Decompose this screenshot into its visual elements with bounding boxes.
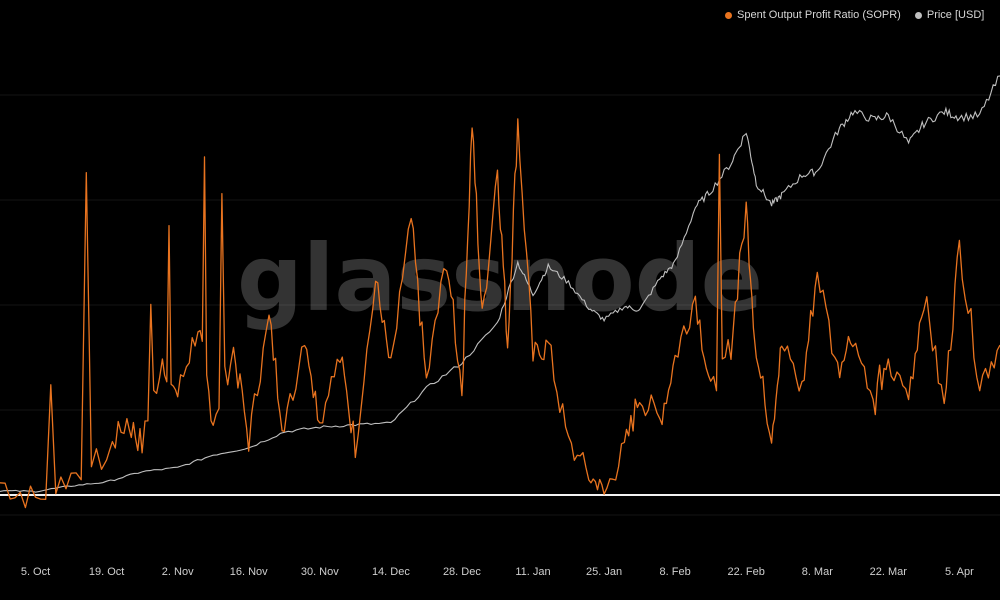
x-tick-label: 19. Oct (89, 566, 124, 578)
x-tick-label: 5. Oct (21, 566, 50, 578)
x-tick-label: 30. Nov (301, 566, 339, 578)
legend-label-sopr: Spent Output Profit Ratio (SOPR) (737, 9, 901, 21)
x-tick: 30. Nov (301, 566, 339, 578)
series-line-sopr (0, 118, 1000, 509)
x-tick-label: 5. Apr (945, 566, 974, 578)
x-tick: 2. Nov (162, 566, 194, 578)
x-tick-label: 2. Nov (162, 566, 194, 578)
x-tick: 16. Nov (230, 566, 268, 578)
legend-dot-price (914, 11, 922, 19)
x-tick-label: 8. Feb (660, 566, 691, 578)
legend-item-sopr[interactable]: Spent Output Profit Ratio (SOPR) (725, 9, 901, 21)
x-tick-label: 11. Jan (515, 566, 550, 578)
x-tick-label: 16. Nov (230, 566, 268, 578)
x-tick: 11. Jan (515, 566, 550, 578)
legend-label-price: Price [USD] (926, 9, 985, 21)
x-tick: 8. Mar (802, 566, 834, 578)
x-tick-label: 14. Dec (372, 566, 410, 578)
x-tick-label: 25. Jan (586, 566, 622, 578)
x-tick: 19. Oct (89, 566, 124, 578)
series-line-price (0, 75, 1000, 493)
x-tick-label: 22. Mar (870, 566, 908, 578)
x-tick: 14. Dec (372, 566, 410, 578)
grid (0, 94, 1000, 516)
x-tick-label: 8. Mar (802, 566, 834, 578)
x-tick: 28. Dec (443, 566, 481, 578)
x-tick: 5. Apr (945, 566, 974, 578)
x-tick-label: 28. Dec (443, 566, 481, 578)
x-tick: 25. Jan (586, 566, 622, 578)
legend-dot-sopr (725, 11, 732, 19)
x-tick: 5. Oct (21, 566, 50, 578)
x-tick: 22. Mar (870, 566, 908, 578)
watermark: glassnode (237, 225, 763, 332)
x-axis: 5. Oct 19. Oct 2. Nov 16. Nov 30. Nov 14. Dec… (21, 566, 974, 578)
x-tick: 8. Feb (660, 566, 691, 578)
legend-item-price[interactable]: Price [USD] (914, 9, 985, 21)
x-tick-label: 22. Feb (728, 566, 765, 578)
legend: Spent Output Profit Ratio (SOPR) Price [… (725, 9, 1000, 21)
x-tick: 22. Feb (728, 566, 765, 578)
